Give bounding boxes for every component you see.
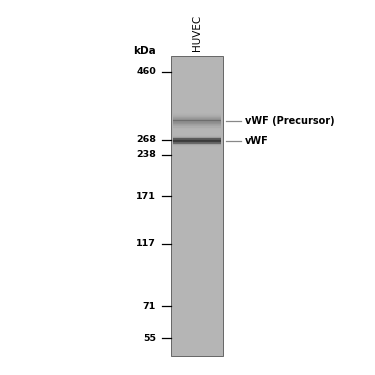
Bar <box>173 119 221 120</box>
Bar <box>173 127 221 128</box>
Bar <box>171 56 223 356</box>
Text: 117: 117 <box>136 239 156 248</box>
Bar <box>173 117 221 118</box>
Bar <box>173 124 221 125</box>
Bar <box>173 114 221 115</box>
Text: 55: 55 <box>143 334 156 343</box>
Bar <box>173 123 221 124</box>
Text: vWF (Precursor): vWF (Precursor) <box>245 116 334 126</box>
Bar <box>173 120 221 121</box>
Text: HUVEC: HUVEC <box>192 15 202 51</box>
Bar <box>173 128 221 129</box>
Bar <box>173 121 221 122</box>
Bar <box>173 115 221 116</box>
Bar <box>173 116 221 117</box>
Bar <box>173 121 221 122</box>
Bar <box>173 122 221 123</box>
Bar <box>173 118 221 119</box>
Bar <box>173 126 221 127</box>
Text: kDa: kDa <box>134 46 156 56</box>
Text: 238: 238 <box>136 150 156 159</box>
Bar <box>173 125 221 126</box>
Text: 171: 171 <box>136 192 156 201</box>
Text: 460: 460 <box>136 67 156 76</box>
Text: 268: 268 <box>136 135 156 144</box>
Bar <box>173 122 221 123</box>
Text: vWF: vWF <box>245 136 268 146</box>
Text: 71: 71 <box>143 302 156 311</box>
